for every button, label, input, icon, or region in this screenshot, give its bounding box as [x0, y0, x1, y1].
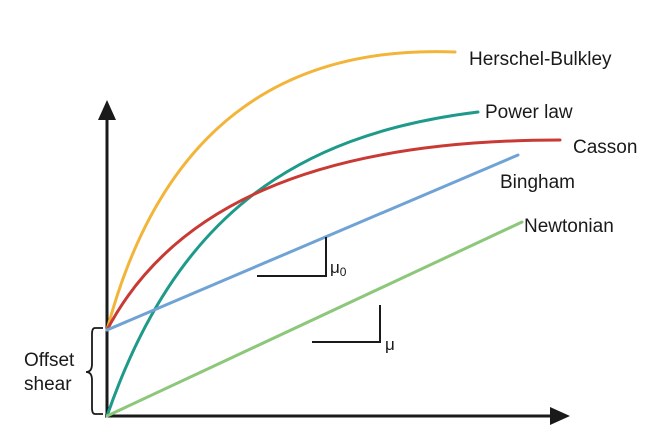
offset-bracket [85, 327, 103, 415]
mu0-symbol: μ [330, 258, 340, 277]
y-axis-arrow [98, 100, 116, 120]
label-power-law: Power law [485, 102, 573, 123]
label-bingham: Bingham [500, 172, 575, 193]
curve-power-law [105, 110, 480, 418]
x-axis-arrow [550, 407, 570, 425]
curve-newtonian [105, 220, 524, 418]
slope-marker-mu [312, 305, 381, 343]
label-newtonian: Newtonian [524, 216, 614, 237]
slope-label-mu: μ [385, 335, 395, 354]
label-herschel-bulkley: Herschel-Bulkley [469, 49, 612, 70]
offset-label-line2: shear [24, 374, 72, 395]
offset-label-line1: Offset [24, 350, 75, 371]
slope-marker-mu0 [257, 237, 327, 277]
slope-label-mu0: μ0 [330, 258, 347, 279]
label-casson: Casson [573, 137, 637, 158]
curve-casson [105, 138, 562, 332]
mu0-subscript: 0 [340, 265, 347, 279]
curve-herschel-bulkley [105, 50, 457, 332]
curve-bingham [105, 153, 520, 332]
